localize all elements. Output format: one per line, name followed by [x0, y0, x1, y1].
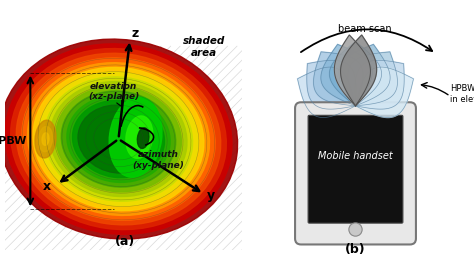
Ellipse shape — [22, 58, 215, 220]
Polygon shape — [348, 52, 398, 106]
Polygon shape — [313, 52, 363, 106]
Ellipse shape — [5, 44, 232, 234]
Polygon shape — [355, 60, 404, 109]
Ellipse shape — [42, 133, 49, 145]
Text: x: x — [43, 180, 51, 193]
Polygon shape — [339, 44, 390, 106]
Ellipse shape — [0, 39, 237, 239]
Ellipse shape — [45, 77, 192, 201]
Ellipse shape — [73, 100, 164, 178]
Ellipse shape — [35, 120, 56, 158]
Ellipse shape — [50, 81, 187, 197]
Ellipse shape — [78, 105, 159, 173]
Polygon shape — [356, 67, 413, 118]
Text: (a): (a) — [115, 235, 135, 248]
Ellipse shape — [39, 72, 198, 206]
Ellipse shape — [10, 49, 227, 230]
Ellipse shape — [27, 63, 210, 215]
Text: HPBW
in elevation plane: HPBW in elevation plane — [450, 84, 474, 104]
Text: y: y — [207, 189, 215, 202]
Ellipse shape — [67, 96, 170, 182]
Polygon shape — [298, 67, 356, 118]
Ellipse shape — [61, 91, 176, 187]
Text: shaded
area: shaded area — [182, 36, 225, 58]
Text: z: z — [132, 27, 139, 40]
Ellipse shape — [109, 97, 162, 177]
Ellipse shape — [33, 68, 204, 211]
Ellipse shape — [137, 128, 149, 148]
Polygon shape — [321, 44, 372, 106]
Ellipse shape — [16, 53, 221, 225]
Text: elevation
(xz-plane): elevation (xz-plane) — [88, 82, 139, 101]
Circle shape — [349, 223, 362, 236]
Polygon shape — [334, 35, 371, 106]
Ellipse shape — [55, 86, 182, 192]
FancyBboxPatch shape — [295, 102, 416, 244]
Polygon shape — [329, 42, 382, 106]
Text: Mobile handset: Mobile handset — [318, 151, 393, 161]
Polygon shape — [340, 35, 377, 106]
Text: azimuth
(xy-plane): azimuth (xy-plane) — [132, 150, 184, 170]
Text: (b): (b) — [345, 243, 366, 256]
FancyBboxPatch shape — [308, 115, 403, 223]
Ellipse shape — [126, 116, 153, 158]
Text: HPBW: HPBW — [0, 136, 26, 146]
Ellipse shape — [38, 126, 53, 152]
Text: beam scan: beam scan — [338, 24, 392, 34]
Polygon shape — [307, 60, 356, 109]
